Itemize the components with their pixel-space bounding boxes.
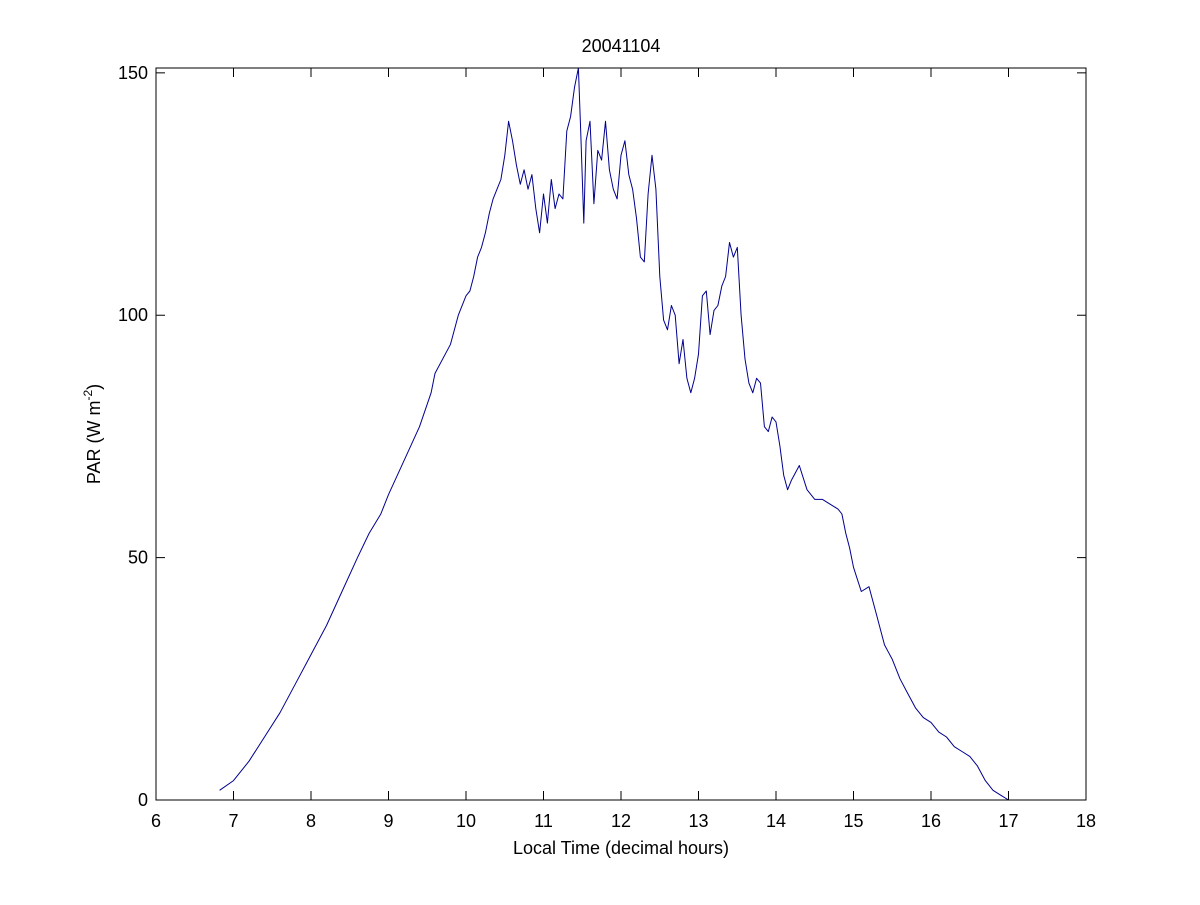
x-tick-label: 16	[921, 811, 941, 831]
x-tick-label: 9	[383, 811, 393, 831]
y-axis-label-prefix: PAR (W m	[84, 401, 104, 485]
y-tick-label: 150	[118, 63, 148, 83]
axis-ticks: 6 7 8 9 10 11 12 13 14 15 16 17 18 0 50 100 150	[118, 63, 1096, 831]
x-tick-label: 17	[998, 811, 1018, 831]
x-tick-label: 14	[766, 811, 786, 831]
chart-title: 20041104	[582, 36, 661, 56]
x-tick-label: 10	[456, 811, 476, 831]
y-axis-label-suffix: )	[84, 384, 104, 390]
y-tick-label: 50	[128, 548, 148, 568]
y-tick-label: 0	[138, 790, 148, 810]
x-tick-label: 15	[843, 811, 863, 831]
plot-area	[219, 67, 1009, 801]
x-tick-label: 18	[1076, 811, 1096, 831]
series-line	[219, 67, 1009, 801]
x-tick-label: 8	[306, 811, 316, 831]
x-axis-label: Local Time (decimal hours)	[513, 838, 729, 858]
y-axis-label: PAR (W m-2)	[81, 384, 104, 484]
x-tick-label: 7	[228, 811, 238, 831]
x-tick-label: 13	[688, 811, 708, 831]
y-tick-label: 100	[118, 305, 148, 325]
x-tick-label: 11	[534, 811, 553, 831]
x-tick-label: 12	[611, 811, 631, 831]
x-tick-label: 6	[151, 811, 161, 831]
y-axis-label-superscript: -2	[81, 390, 95, 401]
